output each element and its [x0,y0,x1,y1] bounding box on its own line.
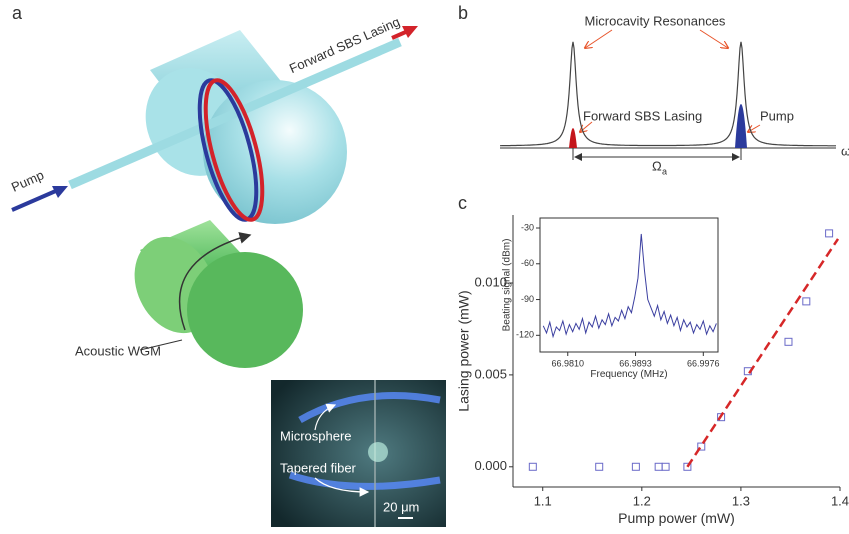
frequency-axis-label: ω [841,143,849,158]
data-point [654,462,663,471]
resonance-curve [500,41,836,147]
x-axis-label: Pump power (mW) [618,510,735,526]
forward-sbs-label: Forward SBS Lasing [583,108,702,123]
stokes-peak [569,128,577,148]
microsphere-label: Microsphere [280,428,352,443]
resonance-schematic [500,29,836,161]
x-tick-label: 66.9810 [551,359,584,369]
resonator-illustration [11,26,418,224]
plot-frame [539,217,719,353]
y-axis-label: Beating signal (dBm) [501,239,512,332]
x-tick-label: 1.1 [534,494,552,509]
micrograph [271,380,446,527]
x-tick-label: 1.3 [732,494,750,509]
acoustic-illustration [134,220,303,368]
x-tick-label: 66.9893 [619,359,652,369]
y-tick-label: -60 [521,258,534,268]
scale-bar-label: 20 μm [383,499,419,514]
pump-peak [735,104,747,148]
y-tick-label: -120 [516,330,534,340]
pump-label: Pump [760,108,794,123]
panel-label: c [458,193,467,213]
data-point [825,229,834,238]
data-point [802,297,811,306]
pump-label: Pump [9,167,46,195]
data-point [683,462,692,471]
omega-subscript: a [662,166,667,176]
x-axis-label: Frequency (MHz) [590,369,667,380]
y-tick-label: -30 [521,222,534,232]
x-tick-label: 66.9976 [687,359,720,369]
data-point [784,337,793,346]
y-tick-label: 0.000 [474,458,507,473]
y-tick-label: 0.010 [474,274,507,289]
omega-label: Ω [652,158,662,173]
x-tick-label: 1.4 [831,494,849,509]
data-point [631,462,640,471]
data-point [697,442,706,451]
y-tick-label: 0.005 [474,366,507,381]
data-point [528,462,537,471]
resonances-label: Microcavity Resonances [585,13,726,28]
fit-line [686,238,840,468]
panel-label: a [12,3,23,23]
data-point [661,462,670,471]
y-axis-label: Lasing power (mW) [456,290,472,411]
data-point [595,462,604,471]
spectrum-line [542,233,717,339]
y-tick-label: -90 [521,294,534,304]
tapered-fiber-label: Tapered fiber [280,460,357,475]
x-tick-label: 1.2 [633,494,651,509]
panel-label: b [458,3,468,23]
acoustic-wgm-label: Acoustic WGM [75,343,161,358]
